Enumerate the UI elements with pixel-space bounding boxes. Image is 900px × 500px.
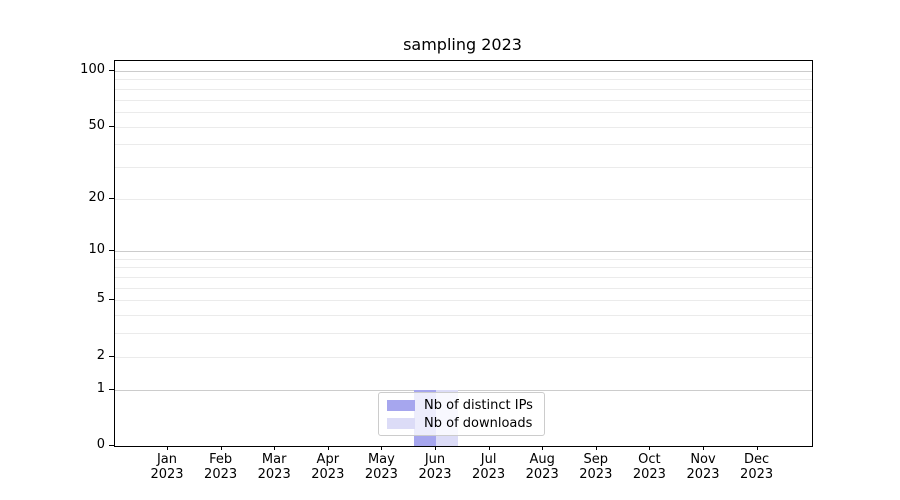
- gridline-minor-y-8: [115, 267, 812, 269]
- x-tick-label-year: 2023: [632, 467, 666, 482]
- gridline-minor-y-30: [115, 166, 812, 168]
- x-tick-label-aug: Aug 2023: [512, 452, 572, 482]
- y-tick-20: [109, 197, 114, 199]
- x-tick-label-month: Jul: [480, 452, 497, 467]
- x-tick-aug: [542, 446, 544, 450]
- x-tick-label-jun: Jun 2023: [405, 452, 465, 482]
- x-tick-label-year: 2023: [686, 467, 720, 482]
- gridline-minor-y-90: [115, 79, 812, 81]
- x-tick-label-year: 2023: [311, 467, 345, 482]
- x-tick-label-year: 2023: [150, 467, 184, 482]
- chart-title: sampling 2023: [403, 35, 522, 54]
- legend: Nb of distinct IPs Nb of downloads: [378, 392, 545, 436]
- x-tick-label-year: 2023: [418, 467, 452, 482]
- x-tick-label-year: 2023: [740, 467, 774, 482]
- y-tick-label-2: 2: [96, 347, 105, 363]
- gridline-y-10: [115, 251, 812, 253]
- x-tick-label-month: Dec: [744, 452, 770, 467]
- gridline-minor-y-9: [115, 258, 812, 260]
- x-tick-label-month: Sep: [583, 452, 609, 467]
- x-tick-label-apr: Apr 2023: [298, 452, 358, 482]
- gridline-minor-y-6: [115, 287, 812, 289]
- legend-item-downloads: Nb of downloads: [387, 416, 538, 431]
- x-tick-label-month: May: [367, 452, 395, 467]
- legend-swatch-downloads: [387, 417, 415, 429]
- x-tick-label-year: 2023: [204, 467, 238, 482]
- x-tick-nov: [703, 446, 704, 450]
- x-tick-sep: [595, 446, 597, 450]
- gridline-y-50: [115, 126, 812, 128]
- y-tick-0: [109, 445, 114, 446]
- gridline-y-5: [115, 300, 812, 302]
- x-tick-label-may: May 2023: [351, 452, 411, 482]
- gridline-y-20: [115, 198, 812, 200]
- x-tick-label-month: Nov: [690, 452, 716, 467]
- x-tick-label-mar: Mar 2023: [244, 452, 304, 482]
- y-tick-5: [109, 299, 114, 301]
- x-tick-label-month: Jun: [424, 452, 446, 467]
- x-tick-apr: [327, 446, 329, 450]
- x-tick-label-month: Oct: [638, 452, 661, 467]
- x-tick-label-jan: Jan 2023: [137, 452, 197, 482]
- gridline-minor-y-7: [115, 277, 812, 279]
- x-tick-label-month: Feb: [209, 452, 233, 467]
- gridline-minor-y-40: [115, 144, 812, 146]
- plot-area: [114, 60, 813, 447]
- x-tick-oct: [649, 446, 651, 450]
- y-tick-2: [109, 355, 114, 357]
- x-tick-label-sep: Sep 2023: [566, 452, 626, 482]
- x-tick-label-year: 2023: [579, 467, 613, 482]
- x-tick-label-month: Aug: [529, 452, 555, 467]
- gridline-minor-y-60: [115, 111, 812, 113]
- y-tick-label-100: 100: [80, 62, 105, 77]
- x-tick-label-nov: Nov 2023: [673, 452, 733, 482]
- y-tick-label-50: 50: [88, 117, 105, 133]
- gridline-minor-y-3: [115, 333, 812, 335]
- x-tick-label-dec: Dec 2023: [727, 452, 787, 482]
- x-tick-jan: [167, 446, 168, 450]
- x-tick-label-oct: Oct 2023: [619, 452, 679, 482]
- gridline-minor-y-70: [115, 99, 812, 101]
- x-tick-label-month: Mar: [261, 452, 287, 467]
- x-tick-label-feb: Feb 2023: [191, 452, 251, 482]
- x-tick-label-year: 2023: [257, 467, 291, 482]
- y-tick-label-0: 0: [96, 437, 105, 452]
- legend-swatch-distinct-ips: [387, 399, 415, 411]
- x-tick-may: [381, 446, 383, 450]
- x-tick-mar: [274, 446, 276, 450]
- x-tick-dec: [756, 446, 758, 450]
- legend-label-distinct-ips: Nb of distinct IPs: [424, 397, 533, 413]
- legend-item-distinct-ips: Nb of distinct IPs: [387, 398, 538, 413]
- x-tick-jun: [435, 446, 436, 450]
- x-tick-label-month: Apr: [316, 452, 340, 467]
- legend-label-downloads: Nb of downloads: [424, 415, 533, 431]
- gridline-y-1: [115, 389, 812, 391]
- x-tick-label-month: Jan: [156, 452, 178, 467]
- y-tick-50: [109, 125, 114, 127]
- y-tick-10: [109, 250, 114, 252]
- y-tick-label-1: 1: [96, 380, 105, 396]
- y-tick-label-5: 5: [96, 291, 105, 307]
- x-tick-label-year: 2023: [364, 467, 398, 482]
- gridline-minor-y-80: [115, 88, 812, 90]
- x-tick-label-jul: Jul 2023: [459, 452, 519, 482]
- y-tick-100: [109, 70, 114, 71]
- y-tick-1: [109, 388, 114, 390]
- y-tick-label-20: 20: [88, 189, 105, 205]
- x-tick-label-year: 2023: [525, 467, 559, 482]
- gridline-y-2: [115, 356, 812, 358]
- x-tick-feb: [220, 446, 222, 450]
- x-tick-jul: [488, 446, 490, 450]
- gridline-minor-y-4: [115, 315, 812, 317]
- x-tick-label-year: 2023: [472, 467, 506, 482]
- y-tick-label-10: 10: [88, 242, 105, 258]
- gridline-y-100: [115, 71, 812, 72]
